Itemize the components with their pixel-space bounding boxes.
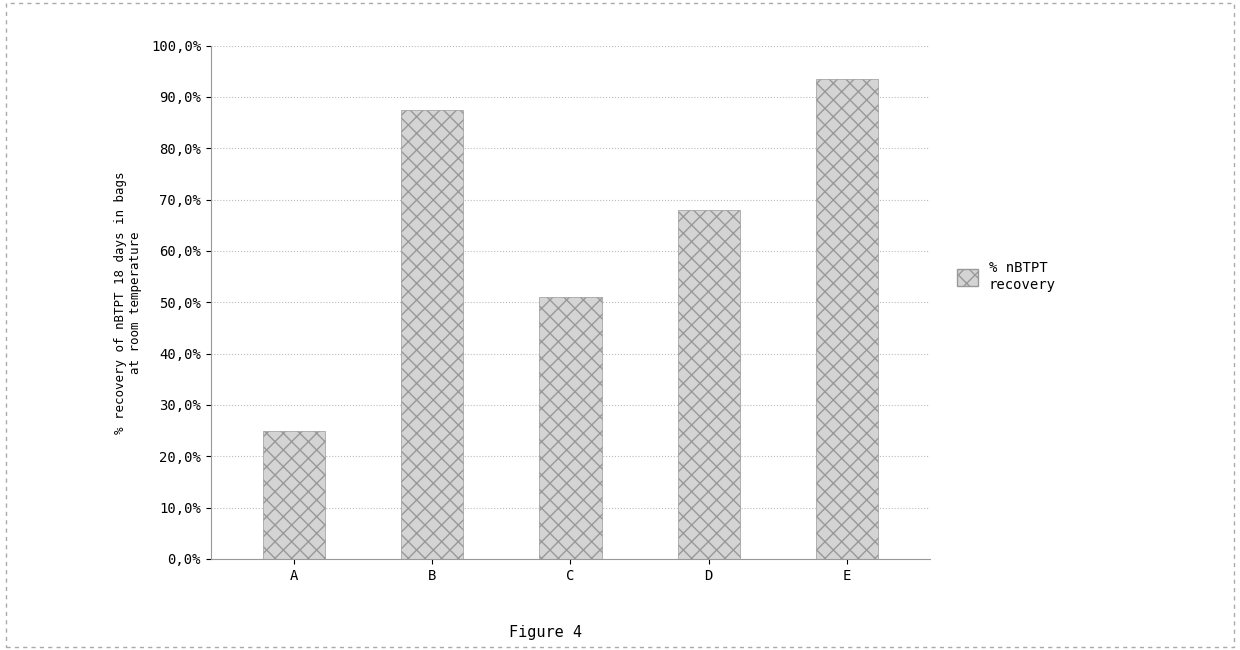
Bar [677,210,740,559]
Bar [263,430,325,559]
Bar [401,110,464,559]
Bar [539,297,601,559]
Y-axis label: % recovery of nBTPT 18 days in bags
at room temperature: % recovery of nBTPT 18 days in bags at r… [114,171,143,434]
Bar [816,79,878,559]
Legend: % nBTPT
recovery: % nBTPT recovery [951,256,1061,297]
Text: Figure 4: Figure 4 [510,625,582,640]
